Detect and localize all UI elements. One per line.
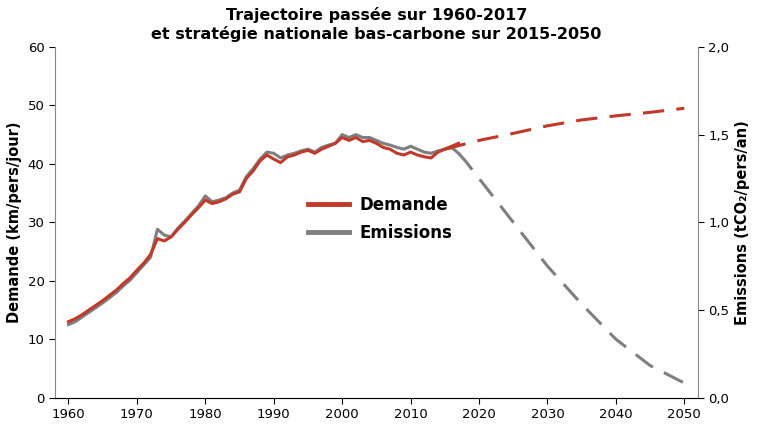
Y-axis label: Emissions (tCO₂/pers/an): Emissions (tCO₂/pers/an) <box>735 120 750 324</box>
Title: Trajectoire passée sur 1960-2017
et stratégie nationale bas-carbone sur 2015-205: Trajectoire passée sur 1960-2017 et stra… <box>151 7 602 42</box>
Y-axis label: Demande (km/pers/jour): Demande (km/pers/jour) <box>7 122 22 323</box>
Legend: Demande, Emissions: Demande, Emissions <box>307 196 452 242</box>
